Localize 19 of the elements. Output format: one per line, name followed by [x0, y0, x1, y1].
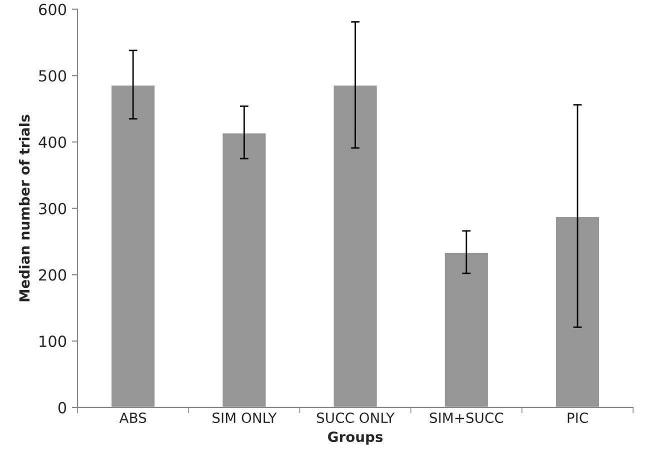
- x-tick-label: PIC: [568, 412, 588, 424]
- y-tick-label: 500: [39, 70, 66, 82]
- y-tick-label: 300: [39, 202, 66, 214]
- y-tick-label: 600: [39, 4, 66, 16]
- x-tick-label: ABS: [119, 412, 146, 424]
- bar: [443, 251, 490, 408]
- y-tick-label: 0: [58, 402, 66, 414]
- y-tick-label: 100: [40, 336, 66, 348]
- x-axis-title: Groups: [328, 432, 383, 445]
- bar: [221, 132, 268, 408]
- bar: [332, 84, 378, 408]
- bar: [110, 84, 156, 408]
- x-tick-label: SIM ONLY: [212, 412, 277, 424]
- x-tick-label: SIM+SUCC: [430, 412, 504, 424]
- y-axis-title: Median number of trials: [18, 114, 30, 302]
- y-tick-label: 400: [38, 136, 66, 148]
- x-tick-label: SUCC ONLY: [316, 412, 395, 424]
- bar: [554, 216, 600, 408]
- y-tick-label: 200: [39, 269, 66, 281]
